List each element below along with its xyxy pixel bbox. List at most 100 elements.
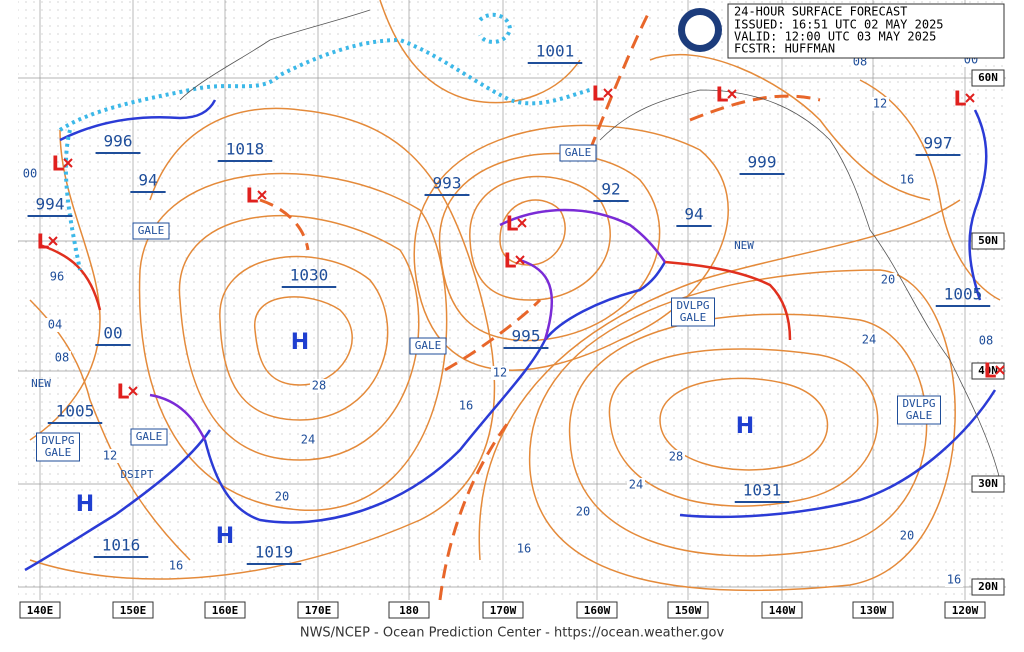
isobar-label-bg: [860, 333, 878, 347]
low-marker: [63, 158, 73, 168]
isobar-label-bg: [491, 366, 509, 380]
isobar-label-bg: [46, 318, 64, 332]
longitude-label: 140W: [769, 604, 796, 617]
isobar-label: 00: [23, 167, 37, 181]
pressure-label: 997: [924, 134, 953, 153]
cold-front: [679, 389, 997, 519]
header-valid: VALID: 12:00 UTC 03 MAY 2025: [734, 30, 936, 44]
low-marker: [48, 236, 58, 246]
isobar: [659, 377, 829, 471]
warm-front: [39, 243, 102, 311]
warning-box: [130, 428, 168, 446]
pressure-label: 1005: [944, 285, 983, 304]
noaa-logo-inner: [685, 15, 715, 45]
isobar-label: 24: [629, 478, 643, 492]
occluded-front: [149, 393, 207, 441]
high-center: H: [216, 524, 234, 549]
isobar-label-bg: [667, 450, 685, 464]
warning-box: [559, 144, 597, 162]
longitude-box: [761, 601, 803, 619]
warning-text: NEW: [734, 239, 754, 252]
isobar-label-bg: [21, 167, 39, 181]
pressure-label: 94: [138, 171, 157, 190]
longitude-label: 150W: [675, 604, 702, 617]
longitude-label: 160W: [584, 604, 611, 617]
fronts: [24, 99, 997, 572]
low-center: L: [506, 212, 519, 236]
pressure-label: 00: [103, 324, 122, 343]
longitude-box: [19, 601, 61, 619]
isobar-label: 12: [103, 449, 117, 463]
coastline: [179, 9, 371, 101]
isobar-label: 20: [900, 529, 914, 543]
header-title: 24-HOUR SURFACE FORECAST: [734, 5, 907, 19]
longitude-label: 170E: [305, 604, 332, 617]
isobar-label: 20: [275, 490, 289, 504]
pressure-label: 1019: [255, 543, 294, 562]
header-issued: ISSUED: 16:51 UTC 02 MAY 2025: [734, 18, 944, 32]
cold-front: [968, 109, 988, 301]
latitude-box: [971, 232, 1005, 250]
warning-text: GALE: [415, 339, 442, 352]
longitude-label: 140E: [27, 604, 54, 617]
isobar-label-bg: [167, 559, 185, 573]
isobar: [138, 172, 448, 511]
isobar: [29, 107, 496, 580]
low-marker: [517, 218, 527, 228]
isobar-label-bg: [48, 270, 66, 284]
isobar-label: 20: [881, 273, 895, 287]
isobar-label-bg: [310, 379, 328, 393]
pressure-label: 1031: [743, 481, 782, 500]
longitude-box: [667, 601, 709, 619]
isobar-label-bg: [574, 505, 592, 519]
low-center: L: [52, 152, 65, 176]
longitude-label: 120W: [952, 604, 979, 617]
graticule: [18, 0, 1006, 600]
isobar-label-bg: [898, 173, 916, 187]
high-center: H: [76, 492, 94, 517]
trough: [438, 419, 512, 601]
longitude-box: [852, 601, 894, 619]
warning-text: DVLPG: [41, 434, 74, 447]
isobar-label: 08: [55, 351, 69, 365]
isobar-label-bg: [898, 529, 916, 543]
latitude-label: 60N: [978, 71, 998, 84]
longitude-label: 160E: [212, 604, 239, 617]
isobar-label-bg: [627, 478, 645, 492]
latitude-box: [971, 578, 1005, 596]
cold-front: [24, 429, 212, 572]
coastline: [599, 89, 1001, 481]
occluded-front: [519, 258, 554, 341]
header-box: [727, 3, 1005, 59]
isobar: [499, 199, 566, 266]
header-forecaster: FCSTR: HUFFMAN: [734, 42, 835, 56]
trough: [689, 94, 821, 122]
pressure-label: 994: [36, 195, 65, 214]
longitude-label: 180: [399, 604, 419, 617]
warning-text: NEW: [31, 377, 51, 390]
isobar-label: 24: [862, 333, 876, 347]
isobar: [529, 269, 956, 592]
isobar: [178, 215, 420, 461]
low-marker: [995, 365, 1005, 375]
warning-text: GALE: [45, 446, 72, 459]
low-center: L: [504, 249, 517, 273]
warning-box: [409, 337, 447, 355]
isobar: [379, 0, 581, 104]
trough: [588, 9, 652, 151]
pressure-label: 92: [601, 180, 620, 199]
isobar-label-bg: [299, 433, 317, 447]
latitude-label: 30N: [978, 477, 998, 490]
longitude-label: 170W: [490, 604, 517, 617]
warning-box: [897, 395, 941, 425]
isobar: [608, 348, 879, 507]
low-marker: [727, 89, 737, 99]
trough: [444, 298, 542, 372]
trough: [259, 198, 310, 251]
longitude-box: [297, 601, 339, 619]
longitude-label: 130W: [860, 604, 887, 617]
warning-text: GALE: [138, 224, 165, 237]
isobar-label: 12: [873, 97, 887, 111]
